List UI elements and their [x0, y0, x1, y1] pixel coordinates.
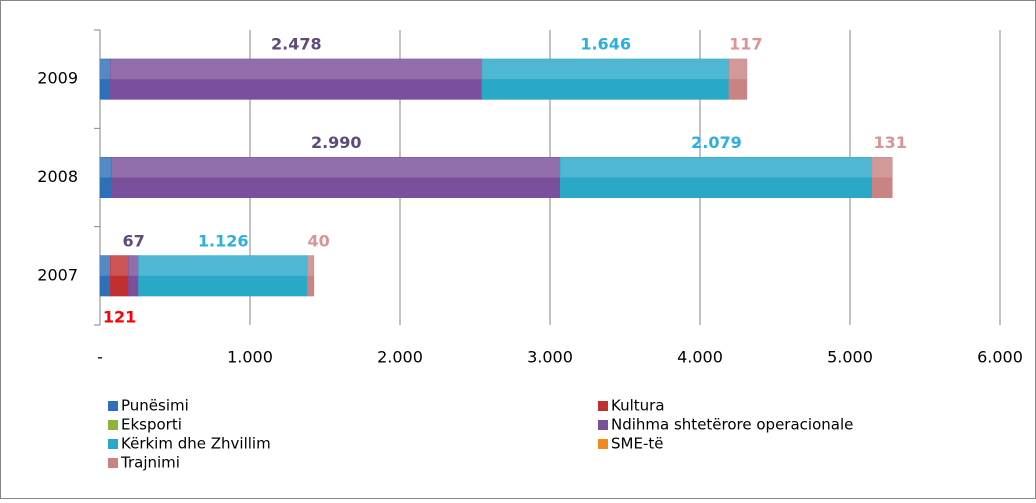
data-label: 67 [123, 231, 145, 250]
y-tick-label: 2009 [37, 69, 78, 88]
bar-segment [560, 157, 873, 198]
bar-segment [307, 255, 315, 297]
legend-label: Punësimi [121, 397, 189, 415]
data-label: 2.990 [311, 133, 362, 152]
data-label: 121 [103, 307, 136, 326]
bar-shine [100, 59, 111, 80]
data-label: 40 [307, 231, 329, 250]
x-tick-label: 1.000 [227, 348, 273, 367]
bar-segment [871, 157, 893, 198]
bar-shine [872, 157, 892, 178]
x-tick-label: 2.000 [377, 348, 423, 367]
legend-swatch [108, 458, 118, 468]
bar-shine [138, 255, 308, 276]
legend-label: Eksporti [121, 416, 182, 434]
data-label: 2.478 [271, 35, 322, 54]
data-label: 2.079 [691, 133, 742, 152]
data-label: 117 [729, 35, 762, 54]
legend-label: SME-të [611, 435, 663, 453]
data-label: 1.646 [580, 35, 631, 54]
bar-shine [729, 59, 747, 80]
y-tick-label: 2008 [37, 167, 78, 186]
legend-swatch [108, 401, 118, 411]
bar-shine [100, 255, 111, 276]
bar-shine [110, 255, 129, 276]
data-label: 1.126 [198, 231, 249, 250]
x-tick-label: 3.000 [527, 348, 573, 367]
x-tick-label: - [97, 348, 103, 367]
bar-segment [481, 58, 730, 100]
legend-swatch [598, 420, 608, 430]
legend-label: Kultura [611, 397, 665, 415]
bar-shine [482, 59, 730, 80]
bar-segment [111, 157, 561, 198]
legend-label: Kërkim dhe Zhvillim [121, 435, 271, 453]
data-label: 131 [873, 133, 906, 152]
bar-shine [112, 157, 561, 178]
bar-segment [138, 255, 309, 297]
x-tick-label: 5.000 [827, 348, 873, 367]
legend-swatch [598, 401, 608, 411]
bar-shine [110, 59, 483, 80]
bar-shine [128, 255, 139, 276]
legend-label: Ndihma shtetërore operacionale [611, 416, 853, 434]
legend-swatch [108, 439, 118, 449]
legend-swatch [108, 420, 118, 430]
bar-shine [100, 157, 112, 178]
legend-label: Trajnimi [120, 454, 180, 472]
x-tick-label: 6.000 [977, 348, 1023, 367]
x-tick-label: 4.000 [677, 348, 723, 367]
legend-swatch [598, 439, 608, 449]
bar-segment [110, 58, 483, 100]
bar-shine [307, 255, 314, 276]
y-tick-label: 2007 [37, 265, 78, 284]
bar-segment [728, 58, 748, 100]
bar-shine [560, 157, 873, 178]
